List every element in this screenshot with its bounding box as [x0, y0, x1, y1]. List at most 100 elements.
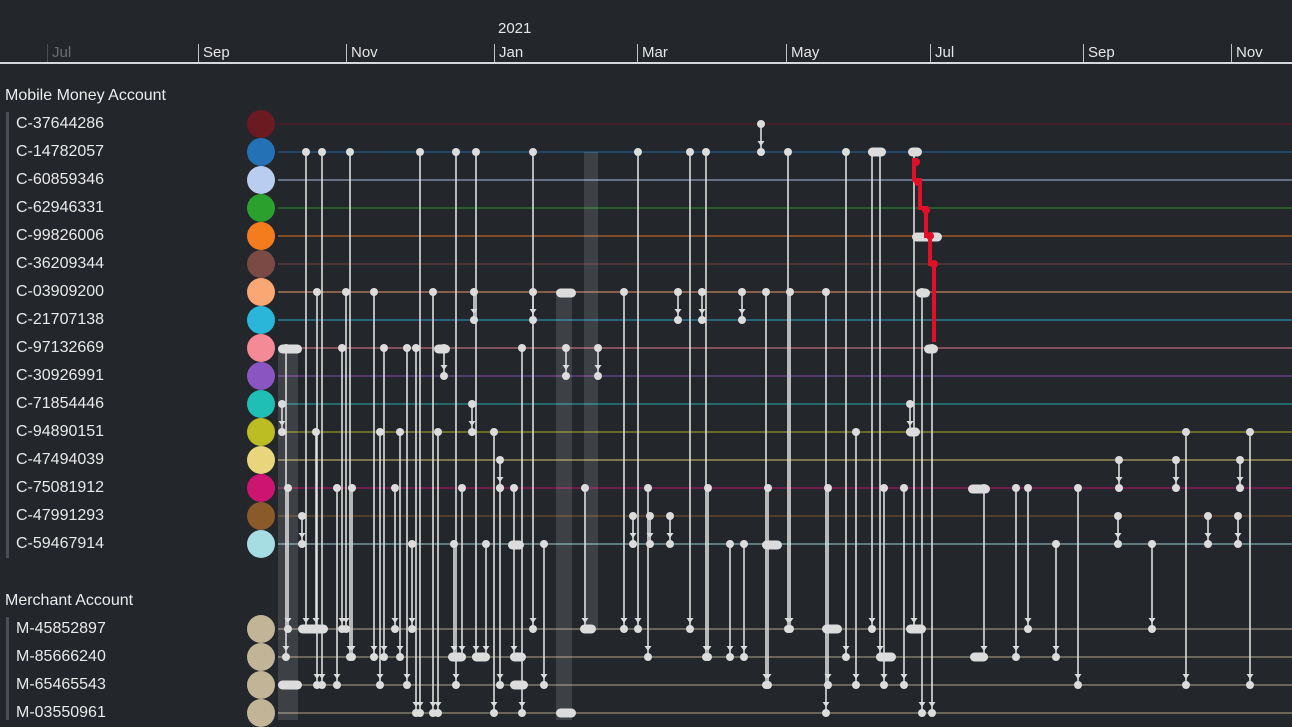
transaction-node: [396, 428, 404, 436]
transaction-node: [540, 540, 548, 548]
transaction-node: [1115, 484, 1123, 492]
arrow-icon: [298, 533, 306, 538]
transaction-node: [376, 681, 384, 689]
account-label[interactable]: M-85666240: [16, 648, 106, 665]
arrow-icon: [842, 646, 850, 651]
arrow-icon: [980, 646, 988, 651]
transaction-cluster: [970, 652, 988, 662]
transaction-node: [278, 400, 286, 408]
transaction-node: [581, 484, 589, 492]
transaction-node: [1012, 653, 1020, 661]
transaction-node: [1052, 653, 1060, 661]
transaction-cluster: [906, 624, 926, 634]
transaction-node: [702, 148, 710, 156]
account-label[interactable]: C-99826006: [16, 227, 105, 244]
account-label[interactable]: C-37644286: [16, 115, 105, 132]
arrow-icon: [910, 618, 918, 623]
arrow-icon: [396, 646, 404, 651]
arrow-icon: [852, 674, 860, 679]
transaction-node: [496, 456, 504, 464]
account-label[interactable]: M-45852897: [16, 620, 106, 637]
account-label[interactable]: C-60859346: [16, 171, 105, 188]
transaction-cluster: [916, 288, 930, 298]
arrow-icon: [458, 646, 466, 651]
arrow-icon: [1148, 618, 1156, 623]
transaction-node: [646, 512, 654, 520]
transaction-node: [900, 681, 908, 689]
transaction-node: [762, 288, 770, 296]
month-label: Jan: [494, 44, 523, 62]
flagged-node: [914, 178, 922, 186]
transaction-node: [842, 653, 850, 661]
transaction-node: [620, 288, 628, 296]
account-label[interactable]: C-47494039: [16, 451, 105, 468]
transaction-node: [380, 653, 388, 661]
transaction-cluster: [448, 652, 466, 662]
account-label[interactable]: C-14782057: [16, 143, 105, 160]
transaction-node: [1204, 512, 1212, 520]
transaction-node: [644, 653, 652, 661]
account-label[interactable]: C-62946331: [16, 199, 105, 216]
arrow-icon: [1172, 477, 1180, 482]
transaction-node: [757, 148, 765, 156]
arrow-icon: [380, 646, 388, 651]
account-label[interactable]: M-65465543: [16, 676, 106, 693]
arrow-icon: [674, 309, 682, 314]
account-label[interactable]: C-30926991: [16, 367, 105, 384]
account-label[interactable]: C-71854446: [16, 395, 105, 412]
transaction-node: [496, 681, 504, 689]
transaction-node: [928, 709, 936, 717]
timeline-axis[interactable]: 2021 Jul Sep Nov Jan Mar May Jul Sep Nov: [0, 0, 1292, 66]
transaction-node: [452, 681, 460, 689]
account-label[interactable]: M-03550961: [16, 704, 106, 721]
arrow-icon: [629, 533, 637, 538]
transaction-node: [1114, 540, 1122, 548]
account-label[interactable]: C-03909200: [16, 283, 105, 300]
arrow-icon: [644, 646, 652, 651]
transaction-node: [470, 288, 478, 296]
transaction-node: [1236, 456, 1244, 464]
transaction-node: [629, 512, 637, 520]
arrow-icon: [482, 646, 490, 651]
flagged-node: [926, 232, 934, 240]
account-label[interactable]: C-75081912: [16, 479, 105, 496]
transaction-node: [412, 709, 420, 717]
arrow-icon: [450, 646, 458, 651]
transaction-node: [510, 484, 518, 492]
transaction-node: [880, 681, 888, 689]
transaction-node: [434, 709, 442, 717]
group-title-merchant: Merchant Account: [5, 592, 134, 609]
arrow-icon: [581, 618, 589, 623]
year-label: 2021: [498, 20, 532, 37]
transaction-cluster: [556, 708, 576, 718]
account-label[interactable]: C-94890151: [16, 423, 105, 440]
account-color-swatch: [247, 643, 275, 671]
account-label[interactable]: C-21707138: [16, 311, 105, 328]
transaction-node: [1236, 484, 1244, 492]
arrow-icon: [1012, 646, 1020, 651]
transaction-node: [698, 316, 706, 324]
transaction-cluster: [472, 652, 490, 662]
axis-line: [0, 62, 1292, 64]
transaction-node: [906, 400, 914, 408]
transaction-node: [822, 709, 830, 717]
arrow-icon: [313, 674, 321, 679]
group-title-mobile-money: Mobile Money Account: [5, 87, 166, 104]
transaction-node: [298, 540, 306, 548]
transaction-node: [333, 681, 341, 689]
account-label[interactable]: C-47991293: [16, 507, 105, 524]
arrow-icon: [412, 702, 420, 707]
transaction-node: [784, 148, 792, 156]
account-label[interactable]: C-97132669: [16, 339, 105, 356]
account-label[interactable]: C-36209344: [16, 255, 105, 272]
transaction-node: [540, 681, 548, 689]
transaction-node: [518, 344, 526, 352]
transaction-cluster: [968, 484, 990, 494]
account-label[interactable]: C-59467914: [16, 535, 105, 552]
transaction-node: [666, 540, 674, 548]
transaction-node: [824, 681, 832, 689]
transaction-node: [496, 484, 504, 492]
transaction-node: [738, 288, 746, 296]
transaction-node: [1024, 484, 1032, 492]
